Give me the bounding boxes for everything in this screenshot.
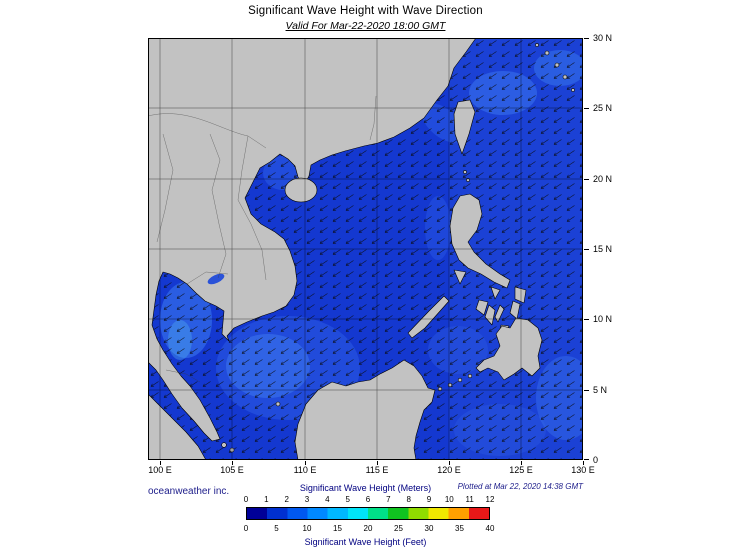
x-tick <box>449 461 450 465</box>
y-tick <box>584 38 589 39</box>
meters-tick: 9 <box>426 495 432 504</box>
figure-title: Significant Wave Height with Wave Direct… <box>248 5 483 17</box>
feet-tick: 30 <box>424 524 434 533</box>
meters-tick: 1 <box>264 495 269 504</box>
feet-tick: 20 <box>363 524 373 533</box>
lat-label-25n: 25 N <box>593 103 613 113</box>
landmass-mindoro <box>453 269 467 285</box>
landmass-luzon <box>449 193 511 289</box>
x-tick <box>160 461 161 465</box>
lon-label-100e: 100 E <box>148 465 172 475</box>
x-tick <box>583 461 584 465</box>
meters-tick: 2 <box>284 495 289 504</box>
meters-tick: 5 <box>345 495 350 504</box>
meters-tick: 3 <box>304 495 310 504</box>
lon-label-115e: 115 E <box>365 465 389 475</box>
lon-label-120e: 120 E <box>437 465 461 475</box>
lat-label-5n: 5 N <box>593 385 608 395</box>
x-tick <box>305 461 306 465</box>
landmass-mindanao <box>475 317 543 381</box>
colorbar <box>246 507 490 520</box>
y-tick <box>584 459 589 460</box>
lon-label-110e: 110 E <box>293 465 317 475</box>
landmass-masbate <box>490 286 501 300</box>
lon-label-105e: 105 E <box>220 465 244 475</box>
meters-tick: 12 <box>485 495 495 504</box>
landmass-sumatra <box>148 393 207 460</box>
lon-label-130e: 130 E <box>571 465 595 475</box>
feet-tick: 40 <box>485 524 495 533</box>
meters-tick: 8 <box>406 495 411 504</box>
gridlines <box>148 38 583 460</box>
map-area <box>148 38 583 460</box>
map-frame <box>148 38 583 460</box>
landmass-cebu <box>494 304 505 323</box>
y-tick <box>584 319 589 320</box>
plotted-timestamp: Plotted at Mar 22, 2020 14:38 GMT <box>457 482 583 491</box>
lake-tonle-sap <box>207 273 225 285</box>
legend-title-meters: Significant Wave Height (Meters) <box>299 483 432 493</box>
landmass-borneo <box>294 359 436 460</box>
x-tick <box>521 461 522 465</box>
feet-tick: 25 <box>394 524 403 533</box>
meters-tick: 7 <box>386 495 391 504</box>
y-tick <box>584 179 589 180</box>
meters-tick: 11 <box>465 495 474 504</box>
feet-tick: 0 <box>243 524 249 533</box>
map-svg <box>148 38 583 460</box>
meters-tick: 4 <box>325 495 330 504</box>
legend-meters-ticks: 0 1 2 3 4 5 6 7 8 9 10 11 12 <box>243 495 495 505</box>
figure-valid-time: Valid For Mar-22-2020 18:00 GMT <box>285 20 446 32</box>
y-tick <box>584 108 589 109</box>
feet-tick: 15 <box>333 524 342 533</box>
y-tick <box>584 390 589 391</box>
feet-tick: 35 <box>455 524 464 533</box>
credit-oceanweather: oceanweather inc. <box>148 486 230 497</box>
feet-tick: 5 <box>274 524 279 533</box>
meters-tick: 6 <box>365 495 371 504</box>
lat-label-0: 0 <box>593 455 599 465</box>
landmasses <box>148 38 575 460</box>
lat-label-30n: 30 N <box>593 33 613 43</box>
lat-label-20n: 20 N <box>593 174 613 184</box>
landmass-samar <box>514 286 527 304</box>
lon-label-125e: 125 E <box>509 465 533 475</box>
lat-label-15n: 15 N <box>593 244 613 254</box>
y-tick <box>584 249 589 250</box>
x-tick <box>377 461 378 465</box>
landmass-hainan <box>284 177 318 203</box>
landmass-taiwan <box>453 99 476 155</box>
meters-tick: 0 <box>243 495 249 504</box>
meters-tick: 10 <box>444 495 454 504</box>
x-tick <box>232 461 233 465</box>
feet-tick: 10 <box>302 524 312 533</box>
legend-title-feet: Significant Wave Height (Feet) <box>304 537 427 547</box>
country-borders <box>148 95 377 383</box>
lat-label-10n: 10 N <box>593 314 613 324</box>
landmass-panay <box>475 299 489 316</box>
legend-feet-ticks: 0 5 10 15 20 25 30 35 40 <box>243 524 495 534</box>
landmass-negros <box>484 304 496 326</box>
